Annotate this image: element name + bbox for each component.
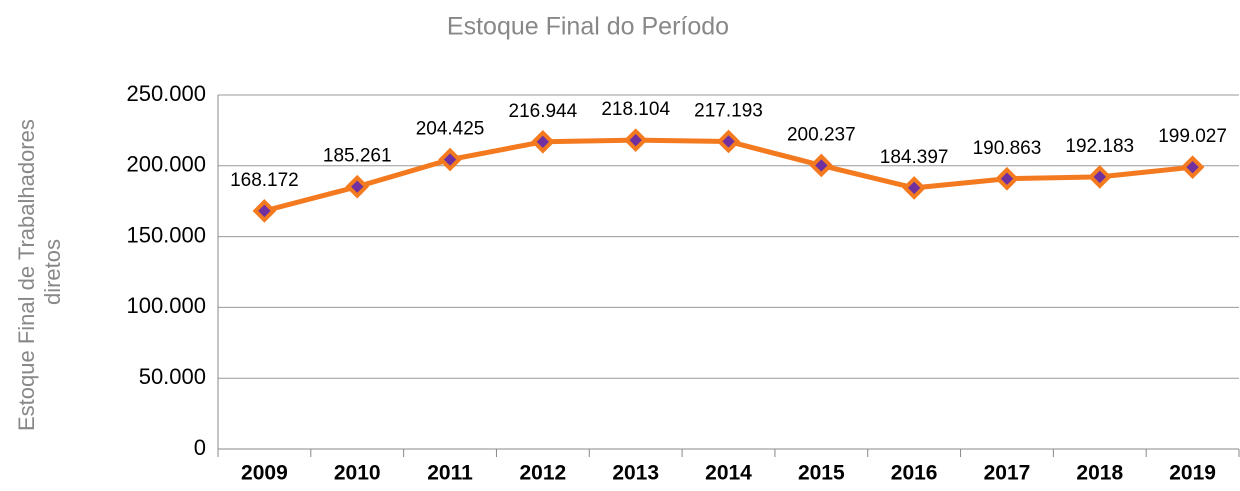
- x-tick-label: 2013: [612, 462, 659, 485]
- y-axis-label: Estoque Final de Trabalhadores diretos: [14, 113, 65, 431]
- y-tick-label: 0: [194, 435, 206, 460]
- x-tick-label: 2017: [984, 462, 1031, 485]
- data-label: 204.425: [416, 119, 485, 140]
- y-tick-label: 200.000: [126, 152, 206, 177]
- x-tick-label: 2010: [334, 462, 381, 485]
- y-axis-label-line: diretos: [40, 239, 65, 305]
- marker: [252, 199, 277, 223]
- marker: [1180, 155, 1205, 180]
- x-tick-label: 2015: [798, 462, 845, 485]
- marker: [531, 129, 555, 154]
- data-label: 199.027: [1158, 126, 1227, 147]
- x-tick-label: 2016: [891, 462, 938, 485]
- data-label: 217.193: [694, 100, 763, 121]
- data-label: 218.104: [601, 99, 670, 120]
- x-tick-label: 2014: [705, 462, 752, 485]
- data-label: 216.944: [509, 101, 578, 122]
- marker: [902, 176, 926, 200]
- x-tick-label: 2019: [1169, 462, 1216, 485]
- marker: [438, 147, 462, 172]
- x-tick-label: 2009: [241, 462, 288, 485]
- data-label: 185.261: [323, 146, 392, 167]
- y-axis-label-line: Estoque Final de Trabalhadores: [14, 119, 39, 431]
- x-tick-label: 2018: [1076, 462, 1123, 485]
- chart-title: Estoque Final do Período: [447, 13, 729, 41]
- marker: [809, 153, 834, 178]
- y-tick-label: 150.000: [126, 222, 206, 247]
- x-tick-label: 2012: [520, 462, 567, 485]
- y-tick-label: 50.000: [139, 364, 206, 389]
- data-label: 200.237: [787, 124, 856, 145]
- data-label: 190.863: [973, 138, 1042, 159]
- marker: [623, 128, 648, 152]
- data-label: 168.172: [230, 170, 299, 191]
- marker: [345, 174, 370, 199]
- data-label: 192.183: [1065, 136, 1134, 157]
- marker: [716, 129, 741, 154]
- y-tick-label: 100.000: [126, 293, 206, 318]
- x-tick-label: 2011: [427, 462, 473, 485]
- marker: [1087, 165, 1112, 189]
- data-label: 184.397: [880, 147, 949, 168]
- marker: [995, 166, 1019, 191]
- y-tick-label: 250.000: [126, 81, 206, 106]
